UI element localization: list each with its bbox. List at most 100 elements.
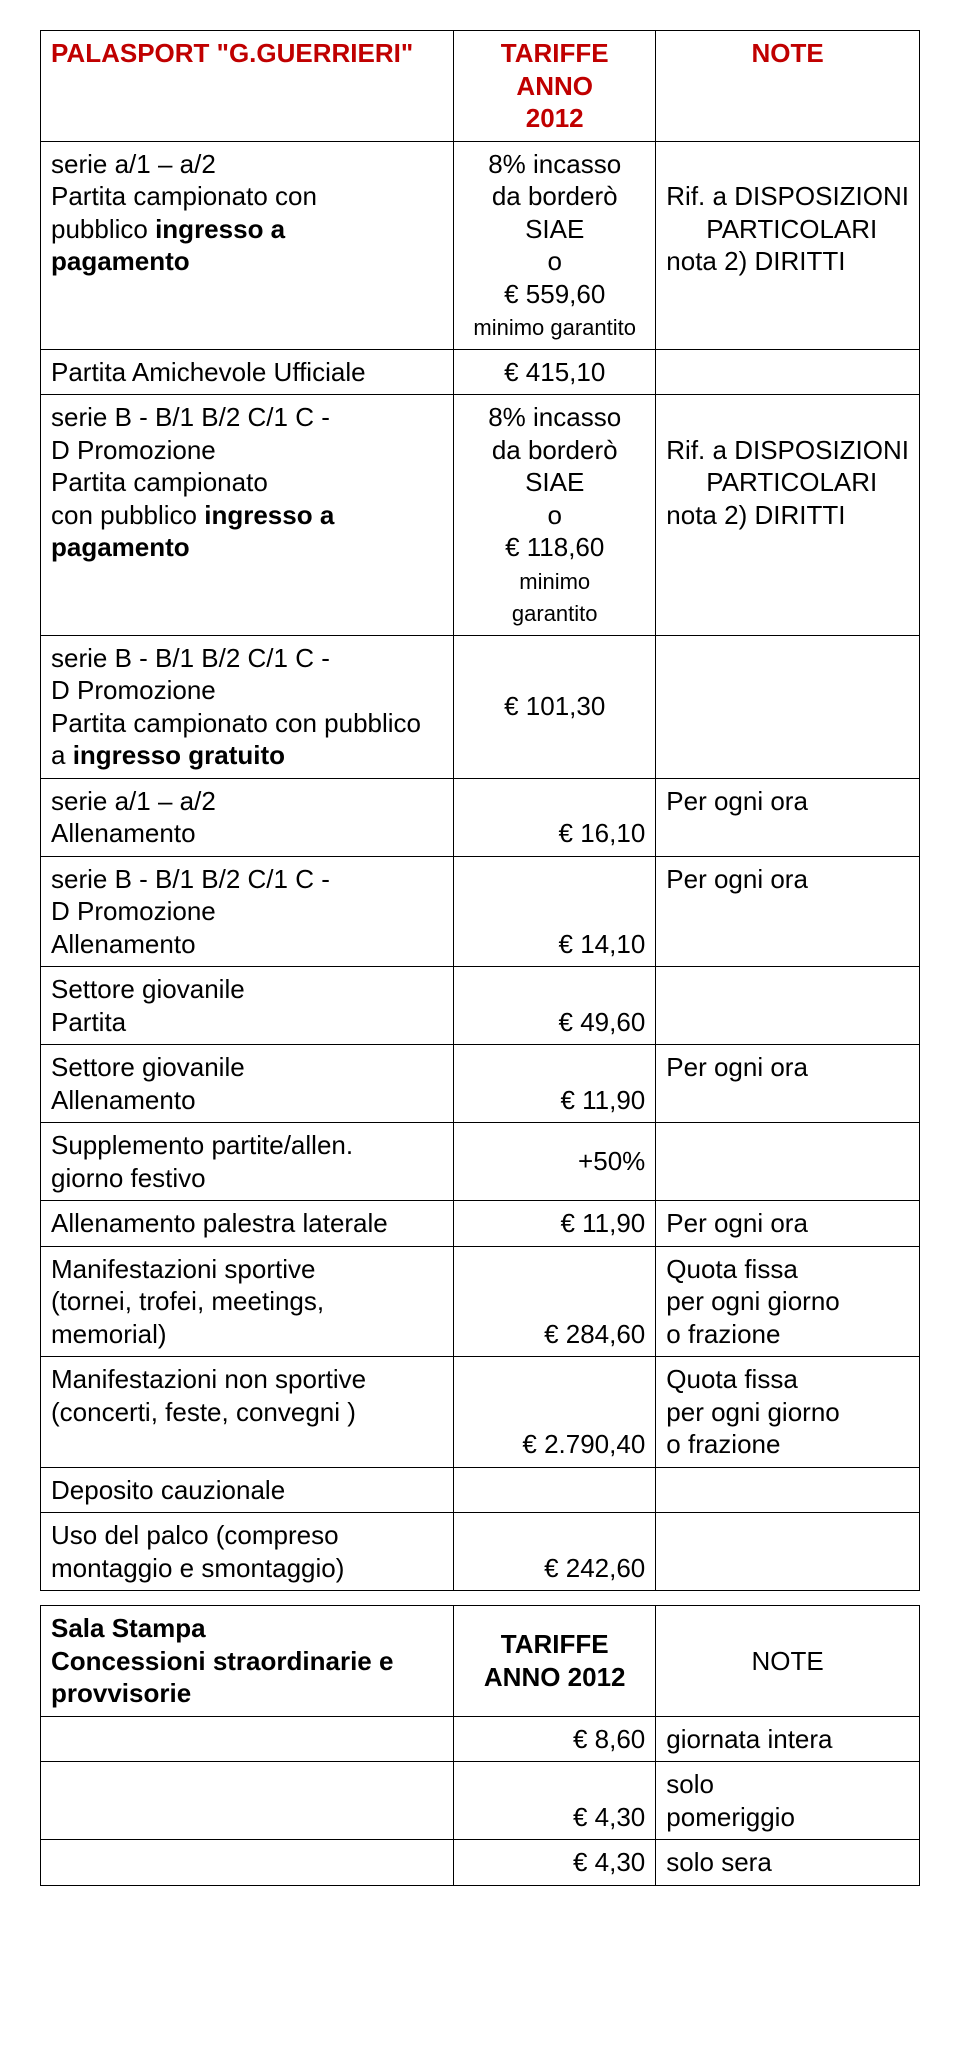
table-row: € 4,30 solo sera — [41, 1840, 920, 1886]
text-sc: PARTICOLARI — [706, 214, 877, 244]
value-cell: € 4,30 — [454, 1840, 656, 1886]
text: serie B - B/1 B/2 C/1 C - — [51, 864, 330, 894]
table-row: serie B - B/1 B/2 C/1 C - D Promozione P… — [41, 635, 920, 778]
text: o frazione — [666, 1429, 780, 1459]
text: o frazione — [666, 1319, 780, 1349]
table-row: Manifestazioni non sportive (concerti, f… — [41, 1357, 920, 1468]
text: pubblico — [51, 214, 155, 244]
text-sc: DISPOSIZIONI — [734, 435, 909, 465]
note-cell: Per ogni ora — [656, 1045, 920, 1123]
text: pomeriggio — [666, 1802, 795, 1832]
header-title: Sala Stampa Concessioni straordinarie e … — [41, 1606, 454, 1717]
desc-cell: Manifestazioni non sportive (concerti, f… — [41, 1357, 454, 1468]
text: serie a/1 – a/2 — [51, 786, 216, 816]
text: Partita — [51, 1007, 126, 1037]
header-tariff-l2: 2012 — [526, 103, 584, 133]
page: PALASPORT "G.GUERRIERI" TARIFFE ANNO 201… — [0, 0, 960, 1926]
table-row: serie a/1 – a/2 Partita campionato con p… — [41, 141, 920, 349]
text: da borderò — [492, 181, 618, 211]
text-sc: DIRITTI — [754, 500, 845, 530]
header-tariff-l1: TARIFFE ANNO — [501, 38, 609, 101]
text: o — [547, 500, 561, 530]
text-small: minimo garantito — [473, 315, 636, 340]
table-row: € 8,60 giornata intera — [41, 1716, 920, 1762]
text: serie B - B/1 B/2 C/1 C - — [51, 402, 330, 432]
tariff-table-sala-stampa: Sala Stampa Concessioni straordinarie e … — [40, 1605, 920, 1886]
value-cell: € 415,10 — [454, 349, 656, 395]
desc-cell — [41, 1762, 454, 1840]
value-cell: +50% — [454, 1123, 656, 1201]
text: Allenamento — [51, 1085, 196, 1115]
text-bold: pagamento — [51, 532, 190, 562]
note-cell — [656, 349, 920, 395]
value-cell — [454, 1467, 656, 1513]
text-sc: DISPOSIZIONI — [734, 181, 909, 211]
table-row: Manifestazioni sportive (tornei, trofei,… — [41, 1246, 920, 1357]
value-cell: € 11,90 — [454, 1045, 656, 1123]
text: Settore giovanile — [51, 1052, 245, 1082]
desc-cell: Supplemento partite/allen. giorno festiv… — [41, 1123, 454, 1201]
text: 8% incasso — [488, 149, 621, 179]
desc-cell — [41, 1716, 454, 1762]
value-cell: € 49,60 — [454, 967, 656, 1045]
desc-cell: Uso del palco (compreso montaggio e smon… — [41, 1513, 454, 1591]
text: € 559,60 — [504, 279, 605, 309]
note-cell — [656, 1513, 920, 1591]
note-cell: solo sera — [656, 1840, 920, 1886]
text: Allenamento — [51, 818, 196, 848]
header-tariff: TARIFFE ANNO 2012 — [454, 31, 656, 142]
note-cell: solo pomeriggio — [656, 1762, 920, 1840]
text: ANNO 2012 — [484, 1662, 626, 1692]
text-small: minimo — [519, 569, 590, 594]
table-row: Settore giovanile Partita € 49,60 — [41, 967, 920, 1045]
desc-cell — [41, 1840, 454, 1886]
value-cell: € 101,30 — [454, 635, 656, 778]
note-cell: Quota fissa per ogni giorno o frazione — [656, 1357, 920, 1468]
text: con pubblico — [51, 500, 204, 530]
text: serie B - B/1 B/2 C/1 C - — [51, 643, 330, 673]
text: da borderò — [492, 435, 618, 465]
text: 8% incasso — [488, 402, 621, 432]
note-cell — [656, 1123, 920, 1201]
text-bold: ingresso a — [155, 214, 285, 244]
text: D Promozione — [51, 896, 216, 926]
text: D Promozione — [51, 435, 216, 465]
table-row: Allenamento palestra laterale € 11,90 Pe… — [41, 1201, 920, 1247]
text: Uso del palco (compreso — [51, 1520, 339, 1550]
text: Manifestazioni non sportive — [51, 1364, 366, 1394]
value-cell: € 14,10 — [454, 856, 656, 967]
note-cell: Per ogni ora — [656, 856, 920, 967]
text: nota 2) — [666, 246, 754, 276]
table-row: serie B - B/1 B/2 C/1 C - D Promozione A… — [41, 856, 920, 967]
text: Quota fissa — [666, 1364, 798, 1394]
table-row: € 4,30 solo pomeriggio — [41, 1762, 920, 1840]
text-small: garantito — [512, 601, 598, 626]
text: Settore giovanile — [51, 974, 245, 1004]
table-header-row: Sala Stampa Concessioni straordinarie e … — [41, 1606, 920, 1717]
text: solo — [666, 1769, 714, 1799]
value-cell: 8% incasso da borderò SIAE o € 559,60 mi… — [454, 141, 656, 349]
table-row: serie B - B/1 B/2 C/1 C - D Promozione P… — [41, 395, 920, 636]
text-bold: pagamento — [51, 246, 190, 276]
text: o — [547, 246, 561, 276]
table-row: Deposito cauzionale — [41, 1467, 920, 1513]
text: Allenamento — [51, 929, 196, 959]
note-cell: Rif. a DISPOSIZIONI PARTICOLARI nota 2) … — [656, 141, 920, 349]
table-row: Supplemento partite/allen. giorno festiv… — [41, 1123, 920, 1201]
text: D Promozione — [51, 675, 216, 705]
value-cell: € 2.790,40 — [454, 1357, 656, 1468]
value-cell: € 8,60 — [454, 1716, 656, 1762]
text: (tornei, trofei, meetings, — [51, 1286, 324, 1316]
text: giorno festivo — [51, 1163, 206, 1193]
value-cell: € 4,30 — [454, 1762, 656, 1840]
text: TARIFFE — [501, 1629, 609, 1659]
desc-cell: serie B - B/1 B/2 C/1 C - D Promozione A… — [41, 856, 454, 967]
text: € 118,60 — [505, 532, 604, 562]
value-cell: € 11,90 — [454, 1201, 656, 1247]
desc-cell: Partita Amichevole Ufficiale — [41, 349, 454, 395]
header-note: NOTE — [656, 1606, 920, 1717]
table-row: serie a/1 – a/2 Allenamento € 16,10 Per … — [41, 778, 920, 856]
value-cell: € 242,60 — [454, 1513, 656, 1591]
header-note: NOTE — [656, 31, 920, 142]
desc-cell: Settore giovanile Allenamento — [41, 1045, 454, 1123]
